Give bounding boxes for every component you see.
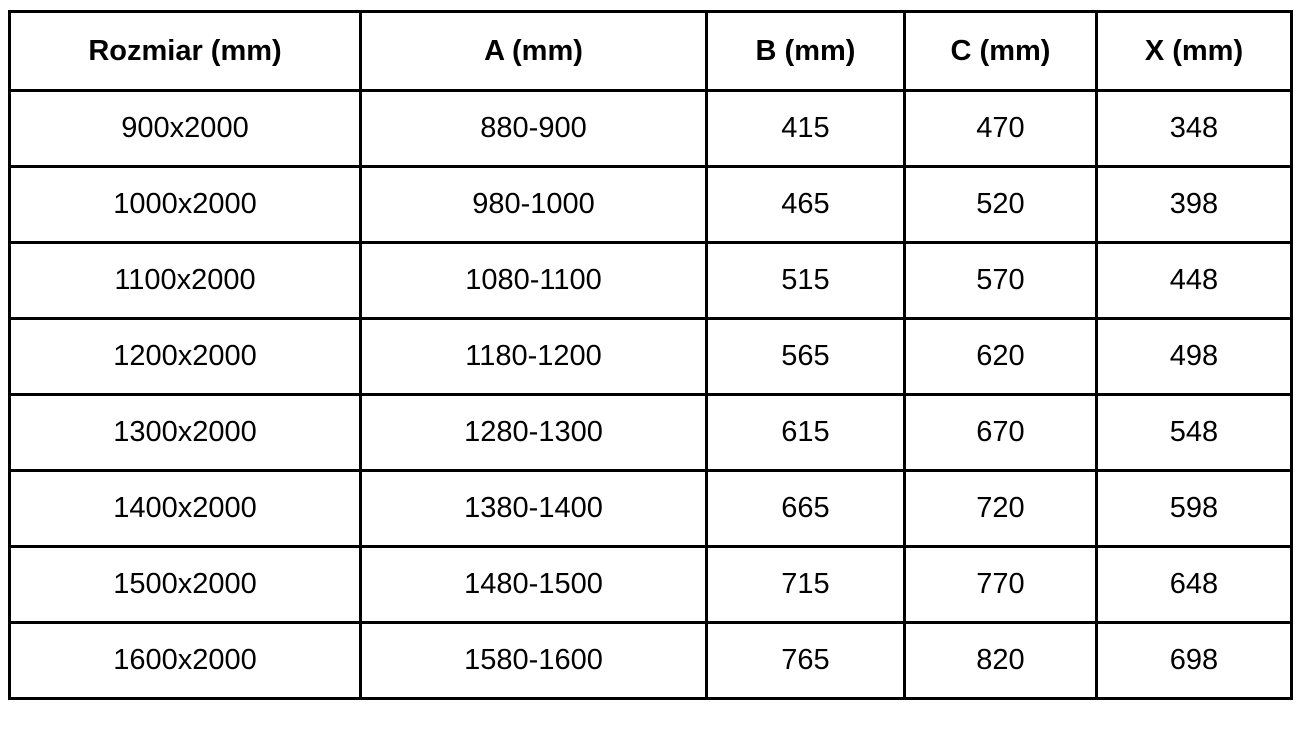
column-header-rozmiar: Rozmiar (mm) xyxy=(8,10,362,92)
column-header-c: C (mm) xyxy=(903,10,1098,92)
table-cell: 415 xyxy=(705,89,906,168)
table-cell: 715 xyxy=(705,545,906,624)
table-cell: 615 xyxy=(705,393,906,472)
table-cell: 1580-1600 xyxy=(359,621,708,700)
table-row: 1600x2000 1580-1600 765 820 698 xyxy=(8,621,1293,700)
table-body: 900x2000 880-900 415 470 348 1000x2000 980-100… xyxy=(8,89,1293,700)
table-cell: 1600x2000 xyxy=(8,621,362,700)
table-cell: 720 xyxy=(903,469,1098,548)
table-row: 1000x2000 980-1000 465 520 398 xyxy=(8,165,1293,244)
table-cell: 880-900 xyxy=(359,89,708,168)
table-cell: 1000x2000 xyxy=(8,165,362,244)
table-cell: 498 xyxy=(1095,317,1293,396)
table-cell: 1500x2000 xyxy=(8,545,362,624)
table-cell: 620 xyxy=(903,317,1098,396)
table-cell: 698 xyxy=(1095,621,1293,700)
table-row: 1100x2000 1080-1100 515 570 448 xyxy=(8,241,1293,320)
table-cell: 670 xyxy=(903,393,1098,472)
column-header-x: X (mm) xyxy=(1095,10,1293,92)
table-cell: 1280-1300 xyxy=(359,393,708,472)
table-header-row: Rozmiar (mm) A (mm) B (mm) C (mm) X (mm) xyxy=(8,10,1293,92)
table-row: 1500x2000 1480-1500 715 770 648 xyxy=(8,545,1293,624)
table-cell: 448 xyxy=(1095,241,1293,320)
table-cell: 565 xyxy=(705,317,906,396)
table-cell: 765 xyxy=(705,621,906,700)
table-cell: 520 xyxy=(903,165,1098,244)
table-cell: 1300x2000 xyxy=(8,393,362,472)
table-cell: 648 xyxy=(1095,545,1293,624)
table-cell: 665 xyxy=(705,469,906,548)
table-cell: 548 xyxy=(1095,393,1293,472)
table-cell: 470 xyxy=(903,89,1098,168)
dimensions-table: Rozmiar (mm) A (mm) B (mm) C (mm) X (mm)… xyxy=(8,10,1293,700)
table-cell: 1180-1200 xyxy=(359,317,708,396)
table-cell: 348 xyxy=(1095,89,1293,168)
table-row: 900x2000 880-900 415 470 348 xyxy=(8,89,1293,168)
table-cell: 1400x2000 xyxy=(8,469,362,548)
table-row: 1200x2000 1180-1200 565 620 498 xyxy=(8,317,1293,396)
table-row: 1400x2000 1380-1400 665 720 598 xyxy=(8,469,1293,548)
table-cell: 1100x2000 xyxy=(8,241,362,320)
table-cell: 980-1000 xyxy=(359,165,708,244)
table-cell: 900x2000 xyxy=(8,89,362,168)
table-cell: 1200x2000 xyxy=(8,317,362,396)
column-header-b: B (mm) xyxy=(705,10,906,92)
column-header-a: A (mm) xyxy=(359,10,708,92)
table-cell: 515 xyxy=(705,241,906,320)
table-cell: 398 xyxy=(1095,165,1293,244)
table-cell: 820 xyxy=(903,621,1098,700)
table-cell: 465 xyxy=(705,165,906,244)
table-cell: 770 xyxy=(903,545,1098,624)
table-cell: 598 xyxy=(1095,469,1293,548)
table-row: 1300x2000 1280-1300 615 670 548 xyxy=(8,393,1293,472)
table-cell: 1380-1400 xyxy=(359,469,708,548)
table-cell: 1480-1500 xyxy=(359,545,708,624)
table-cell: 570 xyxy=(903,241,1098,320)
table-cell: 1080-1100 xyxy=(359,241,708,320)
